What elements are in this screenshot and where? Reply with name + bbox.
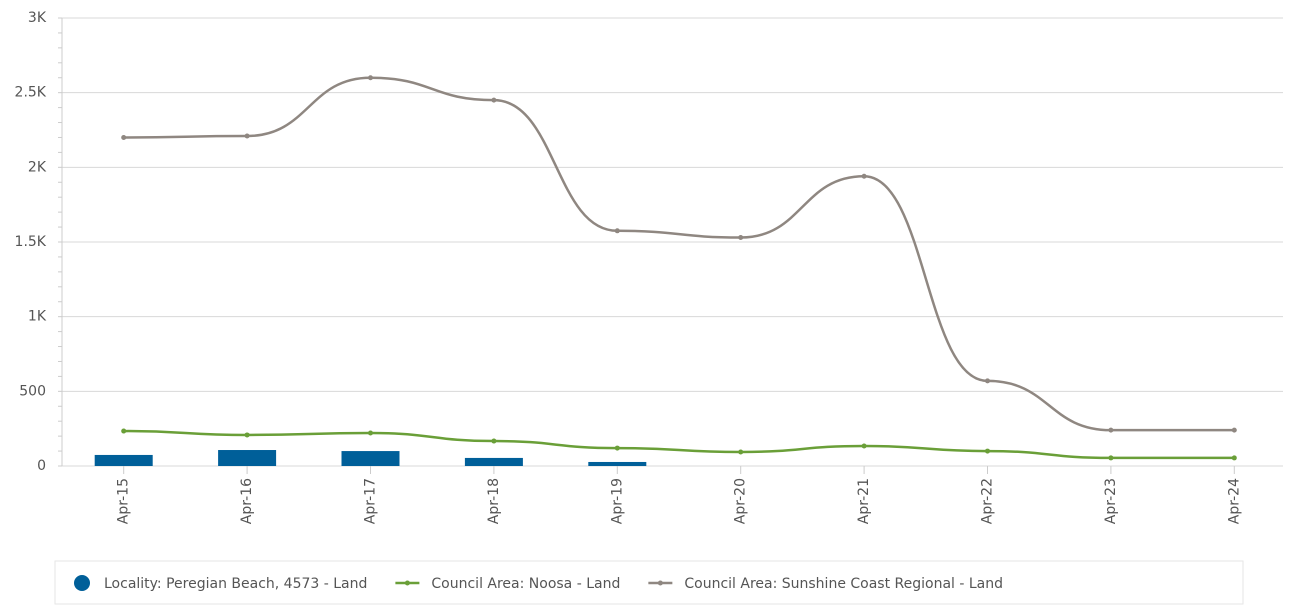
y-tick-label: 0: [37, 458, 46, 474]
y-tick-label: 1.5K: [15, 234, 47, 250]
x-tick-label: Apr-15: [116, 478, 132, 524]
point: [1108, 455, 1114, 461]
x-tick-label: Apr-24: [1226, 478, 1242, 524]
point: [738, 449, 744, 455]
y-tick-label: 2.5K: [15, 85, 47, 101]
point: [861, 173, 867, 179]
bar: [464, 457, 523, 466]
point: [985, 378, 990, 384]
point: [738, 235, 744, 241]
point: [491, 438, 497, 444]
x-tick-label: Apr-21: [856, 478, 872, 524]
legend-label: Council Area: Noosa - Land: [431, 576, 620, 592]
x-tick-label: Apr-17: [363, 478, 379, 524]
y-tick-label: 1K: [28, 309, 47, 325]
x-tick-label: Apr-22: [980, 478, 996, 524]
point: [1231, 427, 1237, 433]
x-tick-label: Apr-20: [733, 478, 749, 524]
x-tick-label: Apr-19: [609, 478, 625, 524]
line: [123, 76, 1235, 432]
point: [614, 228, 620, 234]
point: [368, 75, 373, 81]
point: [1231, 455, 1237, 461]
legend-marker: [74, 575, 90, 591]
bar: [218, 450, 277, 466]
legend-marker: [404, 580, 410, 586]
point: [121, 428, 127, 434]
point: [491, 97, 497, 103]
x-tick-label: Apr-16: [239, 478, 255, 524]
x-tick-label: Apr-18: [486, 478, 502, 524]
point: [368, 430, 373, 436]
legend-marker: [657, 580, 663, 586]
point: [985, 448, 990, 454]
point: [861, 443, 867, 449]
legend-label: Locality: Peregian Beach, 4573 - Land: [104, 576, 367, 592]
point: [614, 445, 620, 451]
point: [244, 133, 250, 139]
line: [123, 429, 1235, 460]
point: [1108, 427, 1114, 433]
point: [121, 134, 127, 140]
y-tick-label: 3K: [28, 10, 47, 26]
bar: [341, 451, 400, 466]
bar: [588, 461, 647, 466]
y-tick-label: 500: [19, 383, 46, 399]
legend-label: Council Area: Sunshine Coast Regional - …: [684, 576, 1003, 592]
y-tick-label: 2K: [28, 159, 47, 175]
x-tick-label: Apr-23: [1103, 478, 1119, 524]
point: [244, 432, 250, 438]
bar: [94, 454, 153, 466]
